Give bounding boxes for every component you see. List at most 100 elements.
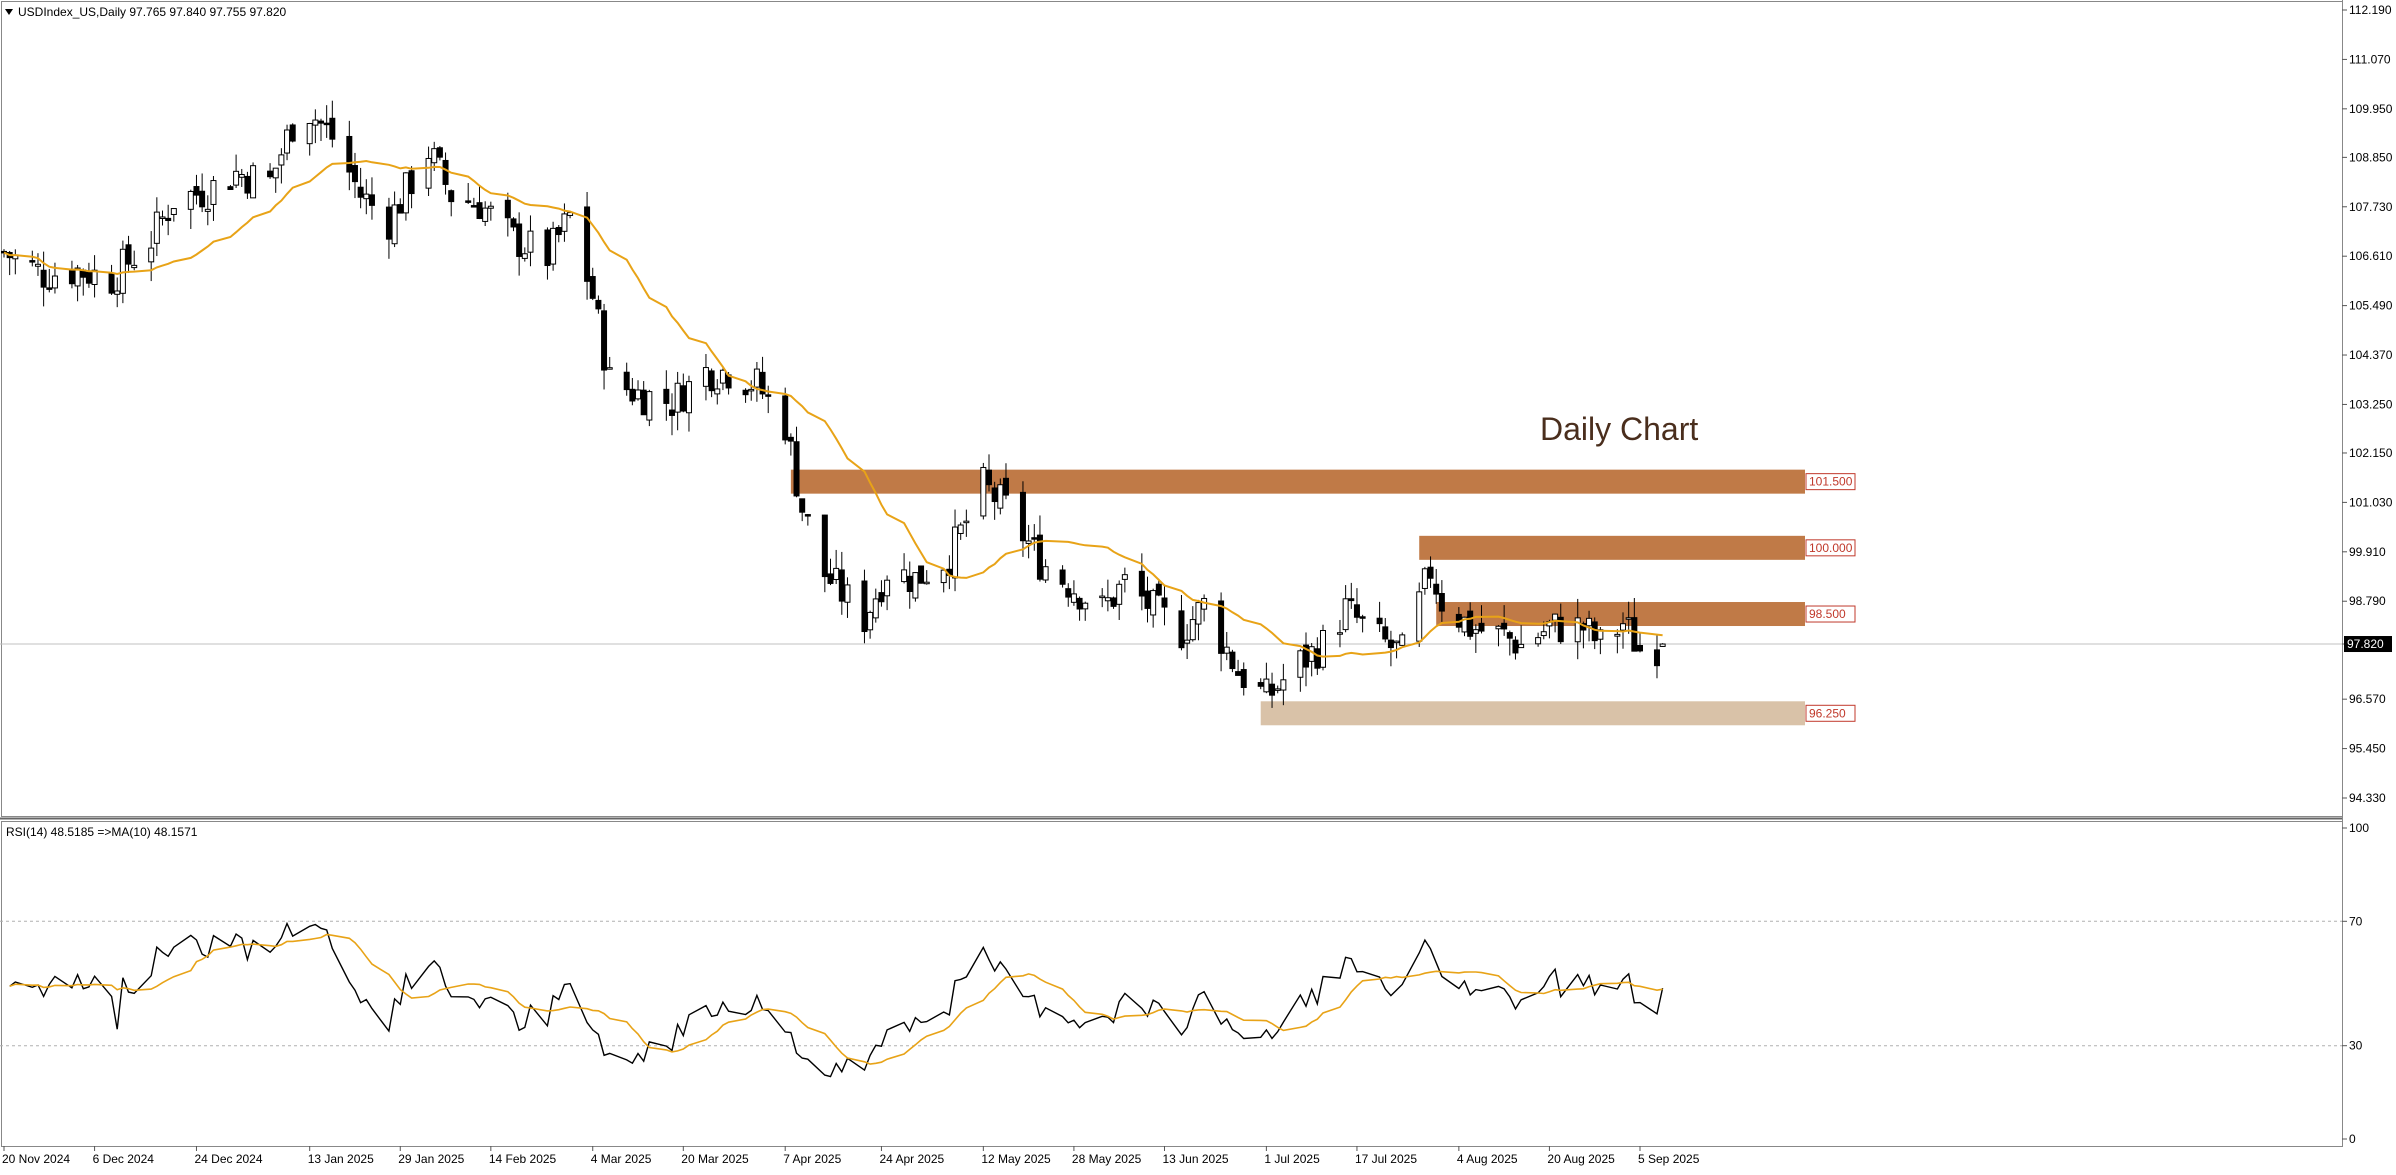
candle-body[interactable] xyxy=(363,193,370,200)
candle-body[interactable] xyxy=(878,592,885,603)
candle-body[interactable] xyxy=(153,211,160,244)
candle-body[interactable] xyxy=(1223,646,1230,654)
candle-body[interactable] xyxy=(1552,613,1559,621)
candle-body[interactable] xyxy=(1637,644,1643,652)
candle-body[interactable] xyxy=(906,575,913,592)
level-label[interactable]: 100.000 xyxy=(1809,541,1853,555)
candle-body[interactable] xyxy=(204,208,211,212)
candle-body[interactable] xyxy=(1189,619,1196,641)
candle-body[interactable] xyxy=(431,148,438,164)
candle-body[interactable] xyxy=(561,213,568,232)
candle-body[interactable] xyxy=(640,389,647,416)
candle-body[interactable] xyxy=(1150,590,1157,616)
candle-body[interactable] xyxy=(1472,629,1479,634)
candle-body[interactable] xyxy=(351,165,358,183)
candle-body[interactable] xyxy=(448,190,455,203)
candle-body[interactable] xyxy=(1036,534,1043,580)
candle-body[interactable] xyxy=(402,172,409,214)
rsi-ma-line[interactable] xyxy=(9,933,1663,1065)
candle-body[interactable] xyxy=(1065,588,1072,598)
candle-body[interactable] xyxy=(861,580,868,633)
candle-body[interactable] xyxy=(51,275,58,289)
candle-body[interactable] xyxy=(821,514,828,578)
candle-body[interactable] xyxy=(963,520,970,524)
candle-body[interactable] xyxy=(425,157,432,189)
candle-body[interactable] xyxy=(980,466,987,517)
candle-body[interactable] xyxy=(34,263,41,267)
candle-body[interactable] xyxy=(1025,540,1032,544)
candle-body[interactable] xyxy=(1574,617,1581,643)
candle-body[interactable] xyxy=(29,260,36,263)
candle-body[interactable] xyxy=(957,524,964,534)
candle-body[interactable] xyxy=(68,269,75,285)
candle-body[interactable] xyxy=(833,567,840,580)
candle-body[interactable] xyxy=(714,388,721,395)
candle-body[interactable] xyxy=(357,186,364,198)
candle-body[interactable] xyxy=(1387,639,1394,649)
candle-body[interactable] xyxy=(1427,566,1434,579)
candle-body[interactable] xyxy=(742,389,749,396)
candle-body[interactable] xyxy=(1376,617,1383,625)
candle-body[interactable] xyxy=(476,202,483,219)
candle-body[interactable] xyxy=(1070,593,1077,603)
candle-body[interactable] xyxy=(753,368,760,388)
candle-body[interactable] xyxy=(1653,649,1660,667)
candle-body[interactable] xyxy=(867,611,874,631)
candle-body[interactable] xyxy=(148,247,155,263)
candle-body[interactable] xyxy=(244,175,251,194)
candle-body[interactable] xyxy=(210,180,217,205)
candle-body[interactable] xyxy=(1461,616,1468,633)
candle-body[interactable] xyxy=(1631,617,1638,652)
candle-body[interactable] xyxy=(838,569,845,602)
candle-body[interactable] xyxy=(250,165,257,199)
candle-body[interactable] xyxy=(170,208,177,215)
candle-body[interactable] xyxy=(1314,648,1321,669)
candle-body[interactable] xyxy=(918,565,925,584)
candle-body[interactable] xyxy=(487,205,494,209)
candle-body[interactable] xyxy=(238,174,245,178)
candle-body[interactable] xyxy=(368,194,375,206)
candle-body[interactable] xyxy=(901,569,908,583)
candle-body[interactable] xyxy=(165,217,172,222)
candle-body[interactable] xyxy=(787,436,794,442)
candle-body[interactable] xyxy=(1031,537,1038,540)
candle-body[interactable] xyxy=(544,229,551,267)
candle-body[interactable] xyxy=(1161,597,1168,608)
candle-body[interactable] xyxy=(1319,630,1326,668)
candle-body[interactable] xyxy=(391,204,398,245)
candle-body[interactable] xyxy=(1002,477,1009,496)
candle-body[interactable] xyxy=(74,267,81,287)
candle-body[interactable] xyxy=(1121,574,1128,580)
candle-body[interactable] xyxy=(442,159,449,185)
candle-body[interactable] xyxy=(872,598,879,619)
candle-body[interactable] xyxy=(1218,600,1225,654)
candle-body[interactable] xyxy=(482,207,489,222)
candle-body[interactable] xyxy=(595,299,602,310)
candle-body[interactable] xyxy=(267,170,274,178)
candle-body[interactable] xyxy=(470,205,477,208)
triangle-down-icon[interactable] xyxy=(5,9,13,15)
candle-body[interactable] xyxy=(804,514,811,517)
candle-body[interactable] xyxy=(635,389,642,400)
price-ma-line[interactable] xyxy=(3,159,1663,658)
candle-body[interactable] xyxy=(397,204,404,214)
candle-body[interactable] xyxy=(1433,583,1440,595)
candle-body[interactable] xyxy=(85,271,92,284)
candle-body[interactable] xyxy=(1280,679,1287,691)
candle-body[interactable] xyxy=(629,388,636,402)
candle-body[interactable] xyxy=(1240,669,1247,688)
candle-body[interactable] xyxy=(510,218,517,228)
candle-body[interactable] xyxy=(589,276,596,299)
candle-body[interactable] xyxy=(1353,604,1360,618)
candle-body[interactable] xyxy=(985,469,992,486)
candle-body[interactable] xyxy=(521,253,528,259)
level-zone[interactable] xyxy=(1436,602,1805,627)
candle-body[interactable] xyxy=(827,573,834,584)
candle-body[interactable] xyxy=(748,388,755,392)
level-label[interactable]: 101.500 xyxy=(1809,475,1853,489)
candle-body[interactable] xyxy=(1625,617,1632,620)
candle-body[interactable] xyxy=(719,369,726,384)
candle-body[interactable] xyxy=(329,117,336,140)
candle-body[interactable] xyxy=(680,385,687,412)
candle-body[interactable] xyxy=(318,120,325,124)
